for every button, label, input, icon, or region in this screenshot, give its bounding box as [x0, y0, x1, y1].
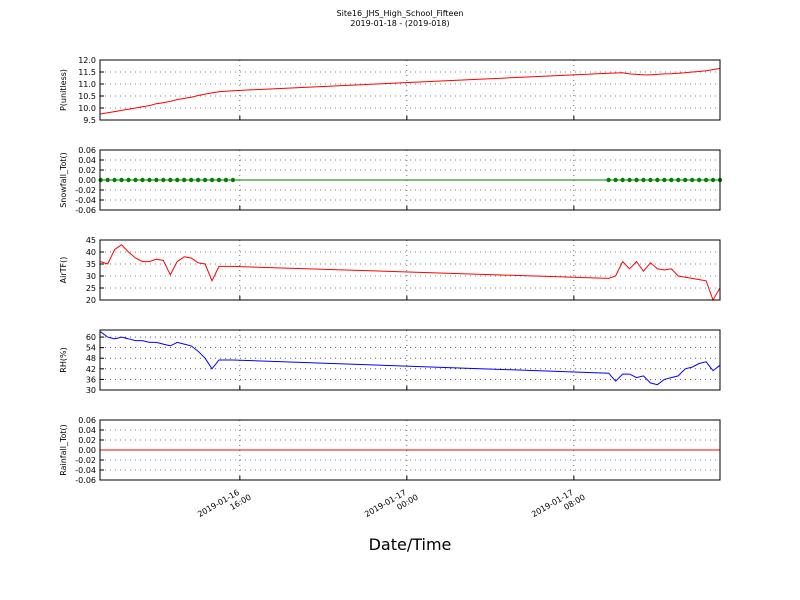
data-point	[620, 177, 625, 183]
y-tick-label: 60	[86, 333, 96, 342]
data-point	[202, 177, 208, 183]
plot-frame	[99, 149, 721, 211]
data-point	[147, 177, 152, 183]
y-tick-label: 20	[86, 296, 96, 305]
y-tick-label: 30	[86, 386, 96, 395]
x-tick-label: 2019-01-1616:00	[196, 484, 253, 528]
data-point	[662, 177, 667, 183]
x-tick-label: 2019-01-1700:00	[363, 484, 420, 528]
data-point	[696, 177, 702, 183]
y-tick-label: 11.0	[78, 80, 96, 89]
data-line	[100, 67, 721, 115]
chart-title: Site16_JHS_High_School_Fifteen	[337, 9, 464, 18]
y-tick-label: 0.04	[78, 156, 96, 165]
y-tick-label: 35	[86, 260, 96, 269]
plot-frame	[99, 239, 721, 301]
data-point	[175, 177, 180, 183]
data-point	[188, 177, 194, 183]
y-tick-label: 0.02	[78, 436, 96, 445]
data-point	[627, 177, 632, 183]
y-tick-label: 54	[86, 344, 96, 353]
y-tick-label: 36	[86, 375, 96, 384]
y-axis-label: RH(%)	[59, 347, 68, 372]
data-point	[119, 177, 124, 183]
y-tick-label: 0.04	[78, 426, 96, 435]
data-point	[676, 177, 681, 183]
y-axis-label: AirTF()	[59, 257, 68, 284]
data-point	[669, 177, 674, 183]
y-tick-label: 45	[86, 236, 96, 245]
y-tick-label: 0.06	[78, 416, 96, 425]
data-point	[98, 177, 103, 183]
y-tick-label: 0.02	[78, 166, 96, 175]
y-tick-label: 10.0	[78, 104, 96, 113]
data-point	[140, 177, 145, 183]
y-tick-label: -0.06	[75, 206, 96, 215]
y-tick-label: 0.00	[78, 176, 96, 185]
y-tick-label: 10.5	[78, 92, 96, 101]
y-tick-label: -0.02	[75, 456, 96, 465]
x-axis-label: Date/Time	[369, 535, 452, 554]
data-point	[689, 177, 695, 183]
y-tick-label: 42	[86, 365, 96, 374]
y-tick-label: 40	[86, 248, 96, 257]
data-point	[613, 177, 618, 183]
data-point	[161, 177, 166, 183]
y-tick-label: 48	[86, 354, 96, 363]
y-tick-label: 11.5	[78, 68, 96, 77]
data-point	[683, 177, 688, 183]
data-point	[606, 177, 611, 183]
data-point	[223, 177, 229, 183]
data-point	[641, 177, 646, 183]
plot-frame	[99, 419, 721, 481]
data-point	[634, 177, 639, 183]
data-point	[181, 177, 187, 183]
data-point	[105, 177, 110, 183]
plot-frame	[99, 59, 721, 121]
data-point	[655, 177, 660, 183]
data-line	[100, 331, 721, 386]
data-point	[112, 177, 117, 183]
data-point	[154, 177, 159, 183]
plot-frame	[99, 329, 721, 391]
data-point	[230, 177, 236, 183]
y-axis-label: Snowfall_Tot()	[59, 152, 68, 208]
data-point	[133, 177, 138, 183]
data-line	[100, 244, 721, 302]
y-axis-label: P(unitless)	[59, 69, 68, 111]
data-point	[195, 177, 201, 183]
y-tick-label: -0.04	[75, 196, 96, 205]
data-point	[126, 177, 131, 183]
y-tick-label: 12.0	[78, 56, 96, 65]
data-point	[209, 177, 215, 183]
x-tick-label: 2019-01-1708:00	[530, 484, 587, 528]
y-tick-label: -0.02	[75, 186, 96, 195]
y-tick-label: 0.00	[78, 446, 96, 455]
y-axis-label: Rainfall_Tot()	[59, 424, 68, 476]
data-point	[703, 177, 709, 183]
data-point	[648, 177, 653, 183]
y-tick-label: 30	[86, 272, 96, 281]
y-tick-label: 0.06	[78, 146, 96, 155]
y-tick-label: -0.04	[75, 466, 96, 475]
data-point	[168, 177, 173, 183]
data-point	[710, 177, 716, 183]
y-tick-label: 25	[86, 284, 96, 293]
data-point	[216, 177, 222, 183]
chart-subtitle: 2019-01-18 - (2019-018)	[350, 19, 449, 28]
y-tick-label: 9.5	[83, 116, 96, 125]
y-tick-label: -0.06	[75, 476, 96, 485]
